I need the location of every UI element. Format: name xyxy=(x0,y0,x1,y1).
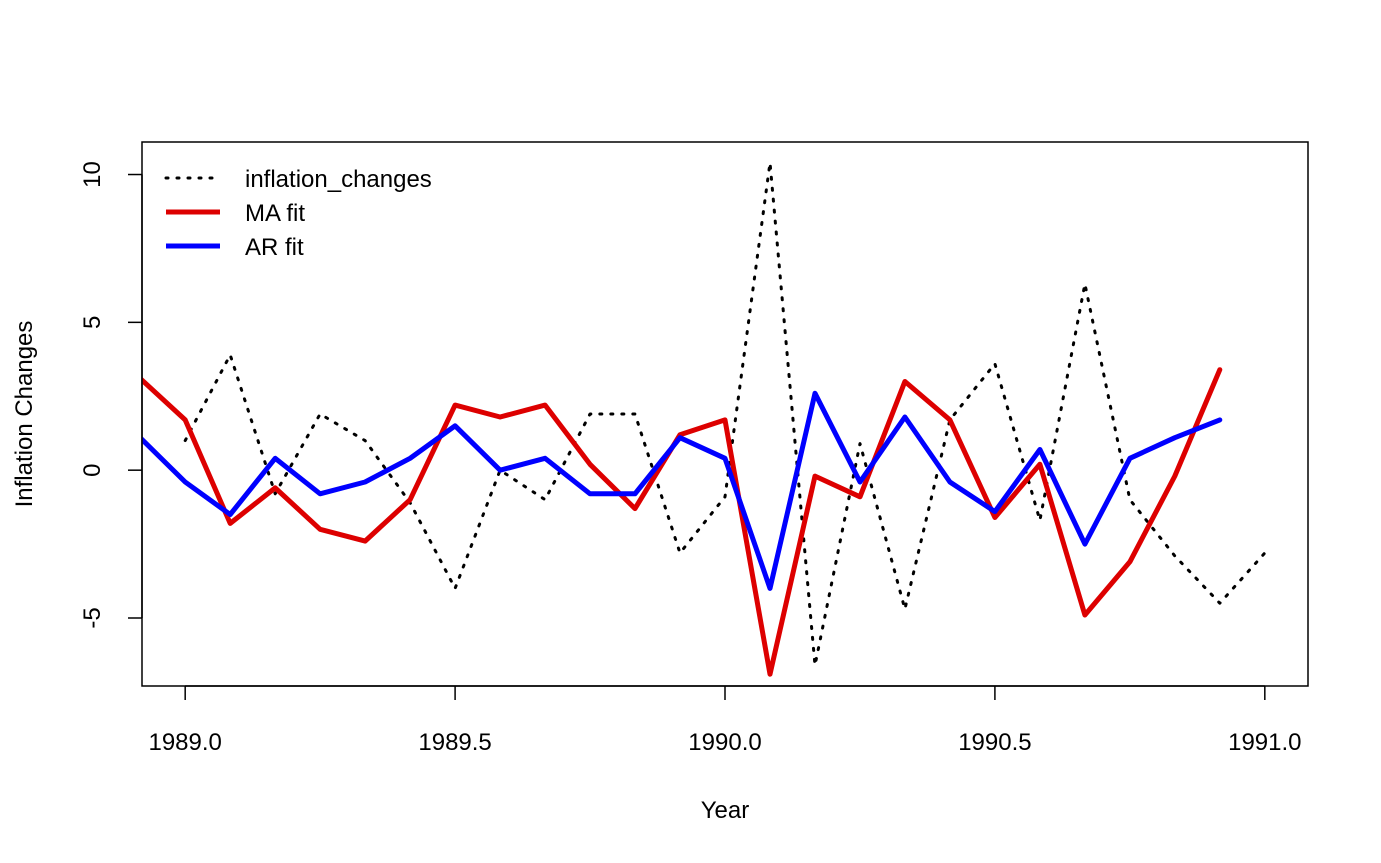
x-axis-title: Year xyxy=(701,797,750,824)
series-line-inflation-changes xyxy=(183,161,1267,667)
legend-label: AR fit xyxy=(245,234,304,261)
legend-label: MA fit xyxy=(245,200,305,227)
series-line-ma-fit xyxy=(142,367,1223,677)
x-tick-label: 1990.5 xyxy=(958,729,1031,756)
y-tick-label: 5 xyxy=(79,316,106,329)
x-tick-label: 1990.0 xyxy=(688,729,761,756)
plot-frame xyxy=(141,141,1309,687)
y-tick-label: 10 xyxy=(79,161,106,188)
x-tick-label: 1991.0 xyxy=(1228,729,1301,756)
y-axis-title: Inflation Changes xyxy=(11,321,38,508)
y-tick-label: 0 xyxy=(79,463,106,476)
x-tick-label: 1989.0 xyxy=(148,729,221,756)
x-tick-label: 1989.5 xyxy=(418,729,491,756)
y-tick-label: -5 xyxy=(79,607,106,628)
legend: inflation_changes MA fit AR fit xyxy=(164,166,432,261)
legend-label: inflation_changes xyxy=(245,166,432,193)
series-line-ar-fit xyxy=(142,390,1223,591)
